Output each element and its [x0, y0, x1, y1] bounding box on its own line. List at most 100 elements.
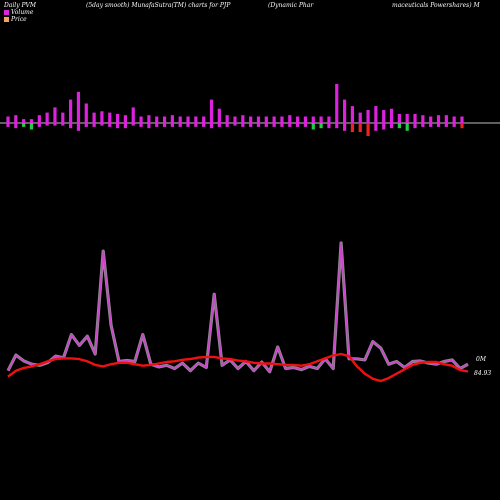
pvm-bar-down: [84, 123, 88, 127]
pvm-bar-up: [131, 107, 135, 123]
pvm-bar-down: [382, 123, 386, 130]
pvm-bar-down: [342, 123, 347, 131]
legend-volume: Volume: [4, 9, 33, 16]
pvm-bar-up: [296, 116, 300, 123]
pvm-bar-down: [327, 123, 331, 129]
pvm-bar-up: [209, 99, 214, 123]
pvm-bar-up: [76, 91, 81, 123]
pvm-bar-down: [288, 123, 292, 127]
pvm-bar-up: [45, 112, 49, 123]
pvm-bar-up: [202, 116, 206, 123]
pvm-bar-down: [53, 123, 57, 126]
pvm-bar-up: [288, 115, 292, 123]
pvm-bar-up: [170, 115, 174, 123]
pvm-bar-up: [335, 84, 339, 123]
pvm-bar-up: [436, 115, 441, 123]
pvm-bar-up: [37, 115, 41, 123]
pvm-bar-down: [22, 123, 26, 127]
pvm-bar-down: [436, 123, 441, 127]
pvm-bar-up: [115, 113, 120, 123]
pvm-bar-down: [366, 123, 370, 136]
pvm-bar-up: [444, 115, 448, 123]
price-line: [7, 352, 469, 383]
pvm-bar-up: [155, 116, 159, 123]
pvm-bar-up: [147, 115, 151, 123]
pvm-bar-up: [358, 112, 362, 123]
pvm-bar-up: [61, 112, 65, 123]
pvm-bar-down: [460, 123, 464, 129]
pvm-bar-up: [280, 116, 284, 123]
pvm-bar-down: [280, 123, 284, 127]
pvm-bar-up: [350, 106, 355, 123]
pvm-bar-up: [319, 116, 323, 123]
pvm-bar-down: [115, 123, 120, 129]
pvm-bar-up: [186, 116, 190, 123]
pvm-bar-down: [147, 123, 151, 129]
pvm-bar-up: [366, 110, 370, 123]
chart-header-right: maceuticals Powershares) M: [392, 2, 480, 9]
pvm-bar-up: [421, 115, 425, 123]
price-end-label: 84.93: [474, 370, 491, 377]
pvm-bar-up: [84, 103, 88, 123]
legend-volume-swatch: [4, 10, 9, 15]
pvm-bar-down: [194, 123, 198, 127]
pvm-bar-up: [460, 116, 464, 123]
legend-volume-label: Volume: [11, 9, 34, 16]
pvm-bar-down: [76, 123, 81, 131]
pvm-bar-down: [162, 123, 167, 127]
pvm-bar-down: [241, 123, 245, 127]
pvm-bar-down: [452, 123, 456, 127]
pvm-bar-up: [29, 119, 34, 123]
pvm-bar-up: [413, 113, 417, 123]
pvm-bar-up: [178, 116, 182, 123]
pvm-bar-down: [14, 123, 18, 129]
legend-price-label: Price: [11, 16, 27, 23]
pvm-bar-up: [405, 113, 409, 123]
legend-price-swatch: [4, 17, 9, 22]
pvm-bar-down: [444, 123, 448, 127]
pvm-bar-up: [69, 99, 73, 123]
volume-end-label: 0M: [476, 356, 487, 363]
pvm-bar-up: [311, 116, 315, 123]
pvm-bar-down: [170, 123, 174, 127]
pvm-bar-up: [241, 115, 245, 123]
pvm-bar-up: [382, 110, 386, 123]
pvm-bar-up: [108, 112, 112, 123]
pvm-bar-down: [209, 123, 214, 129]
pvm-bar-up: [249, 116, 253, 123]
pvm-bar-down: [389, 123, 394, 129]
pvm-bar-down: [421, 123, 425, 127]
pvm-bar-up: [264, 116, 268, 123]
pvm-bar-down: [100, 123, 104, 126]
pvm-bar-down: [123, 123, 128, 129]
pvm-bar-down: [319, 123, 323, 129]
pvm-bar-down: [264, 123, 268, 127]
pvm-bar-down: [178, 123, 182, 127]
pvm-bar-up: [217, 108, 221, 123]
pvm-bar-down: [37, 123, 41, 127]
pvm-bar-down: [155, 123, 159, 127]
volume-line: [7, 242, 469, 373]
chart-header-title-cont: (Dynamic Phar: [268, 2, 314, 9]
pvm-bar-down: [296, 123, 300, 127]
pvm-bar-down: [139, 123, 143, 127]
chart-header-title: (5day smooth) MunafaSutra(TM) charts for…: [86, 2, 231, 9]
price-volume-lines: [6, 241, 469, 383]
pvm-bar-up: [272, 116, 276, 123]
legend-price: Price: [4, 16, 27, 23]
pvm-bar-up: [14, 115, 18, 123]
pvm-bar-down: [413, 123, 417, 129]
pvm-bar-down: [335, 123, 339, 129]
chart-header-left: Daily PVM: [4, 2, 37, 9]
pvm-bar-up: [139, 116, 143, 123]
pvm-bar-up: [123, 115, 128, 123]
pvm-bar-up: [327, 116, 331, 123]
pvm-bar-down: [108, 123, 112, 127]
pvm-bar-down: [249, 123, 253, 127]
pvm-bar-up: [100, 111, 104, 123]
pvm-bar-down: [92, 123, 96, 127]
pvm-bar-up: [6, 116, 10, 123]
pvm-bar-down: [374, 123, 378, 131]
pvm-bar-up: [92, 112, 96, 123]
